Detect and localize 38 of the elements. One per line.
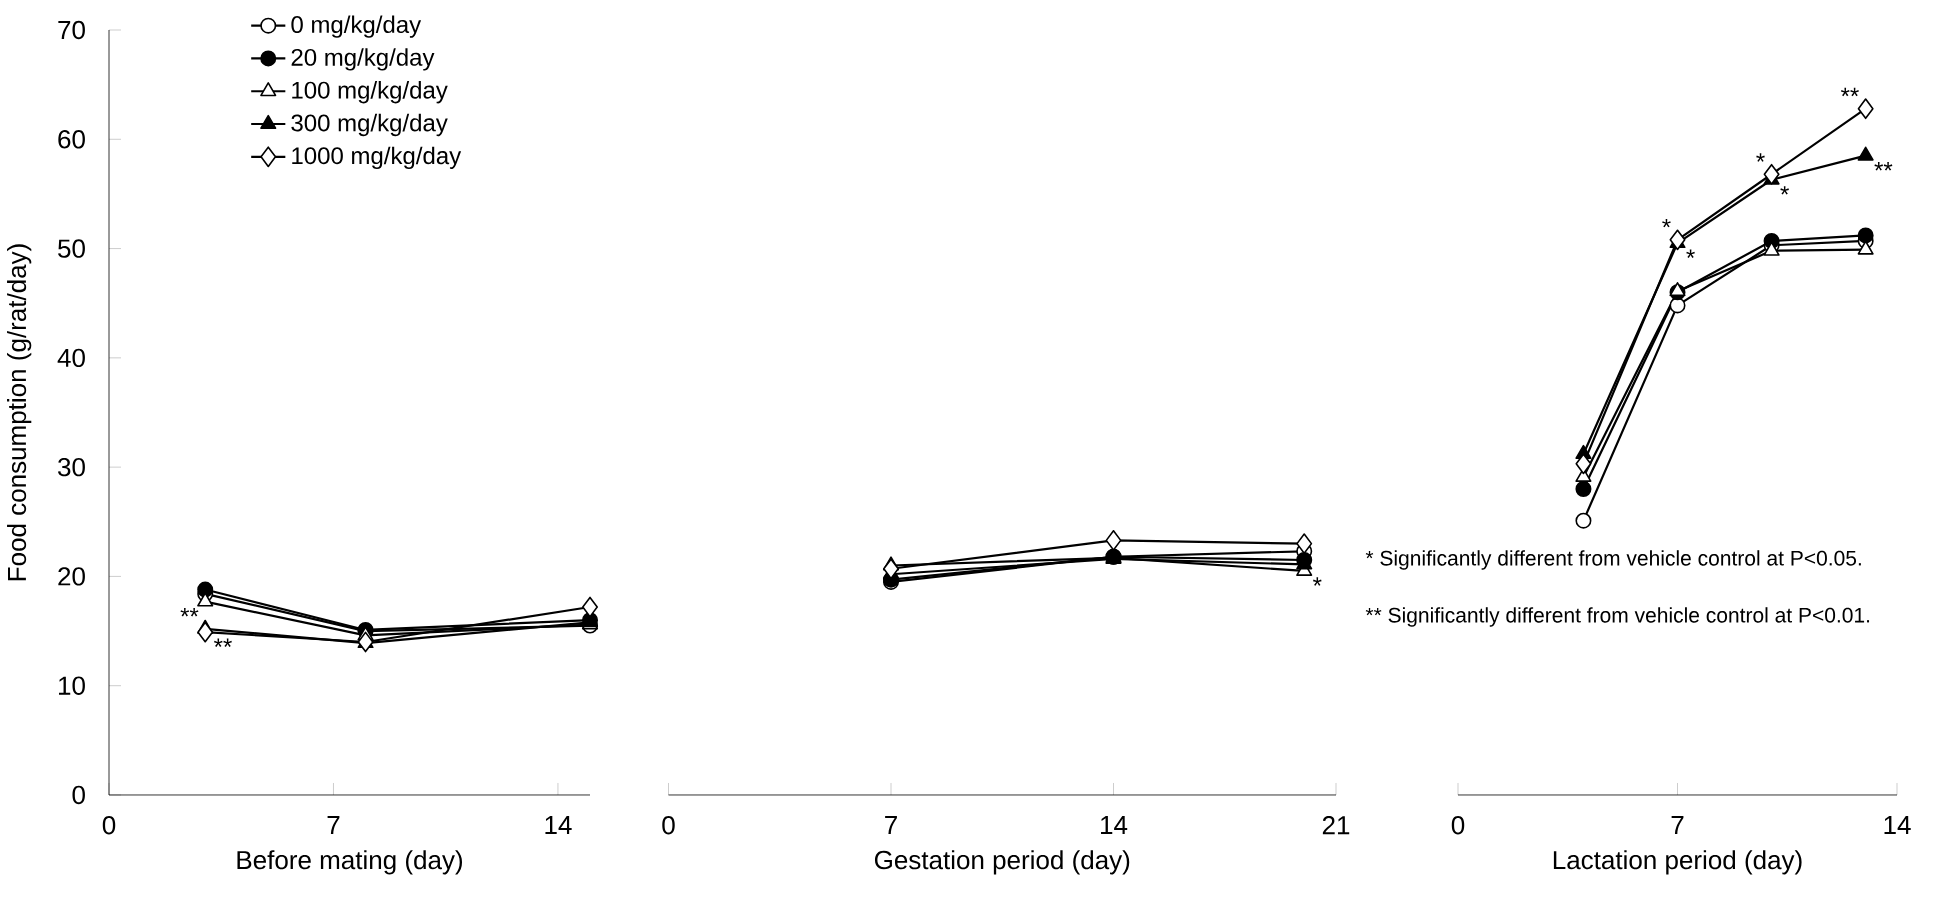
annotation: ** [180,607,199,617]
annotation: * [1756,153,1765,162]
x-axis-title: Gestation period (day) [874,850,1130,875]
y-tick-label: 40 [57,348,85,368]
x-tick-label: 21 [1322,816,1350,835]
x-tick-label: 0 [1451,816,1465,835]
y-tick-label: 70 [58,20,85,40]
annotation: * Significantly different from vehicle control at P<0.05. [1365,550,1861,570]
legend-label: 300 mg/kg/day [291,113,448,137]
x-tick-label: 7 [327,816,340,834]
x-tick-label: 7 [885,816,897,834]
x-tick-label: 14 [1884,816,1911,834]
legend-label: 0 mg/kg/day [291,15,422,38]
y-tick-label: 20 [58,567,85,586]
annotation: * [1662,218,1671,228]
x-axis-title: Lactation period (day) [1553,850,1802,875]
annotation: ** Significantly different from vehicle control at P<0.01. [1365,607,1870,627]
legend-label: 1000 mg/kg/day [292,146,462,169]
x-tick-label: 7 [1671,816,1684,834]
y-tick-label: 50 [58,239,85,258]
annotation: * [1686,249,1695,258]
x-tick-label: 14 [1101,816,1128,834]
y-tick-label: 30 [58,457,85,477]
annotation: ** [1840,87,1859,97]
x-tick-label: 0 [102,816,116,835]
y-tick-label: 0 [72,785,85,805]
y-tick-label: 60 [58,130,85,149]
x-tick-label: 14 [545,816,572,834]
x-axis-title: Before mating (day) [237,850,463,875]
y-tick-label: 10 [59,676,85,695]
y-axis-title: Food consumption (g/rat/day) [7,244,32,581]
annotation: * [1313,577,1322,586]
annotation: ** [1874,162,1893,171]
legend-label: 20 mg/kg/day [291,48,435,71]
annotation: * [1780,186,1789,195]
legend-label: 100 mg/kg/day [292,81,448,104]
x-tick-label: 0 [662,816,675,835]
annotation: ** [213,638,232,647]
